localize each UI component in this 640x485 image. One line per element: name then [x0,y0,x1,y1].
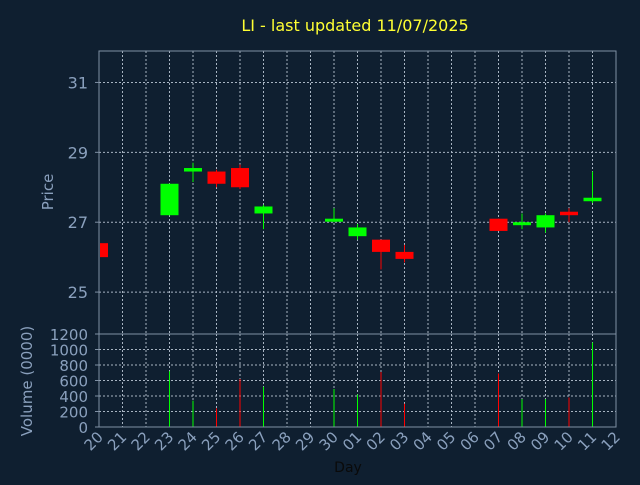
candle-body [348,227,367,237]
price-tick-label: 27 [68,213,88,232]
candle-body [254,206,273,214]
candle-body [207,171,226,184]
price-axis-label: Price [39,174,57,211]
price-tick-label: 29 [68,143,88,162]
candle-body [184,168,202,172]
candle-body [583,197,602,202]
price-tick-label: 31 [68,73,88,92]
volume-tick-label: 1000 [50,342,88,360]
volume-tick-label: 800 [59,357,88,375]
volume-tick-label: 1200 [50,326,88,344]
volume-tick-label: 400 [59,388,88,406]
volume-tick-label: 0 [78,419,88,437]
volume-axis-label: Volume (0000) [18,326,36,436]
candle-body [489,218,508,231]
candle-body [160,183,179,216]
candle-body [513,222,531,226]
candle-body [100,243,108,258]
chart-title: LI - last updated 11/07/2025 [241,16,468,35]
candle-body [560,211,578,216]
candle-body [395,251,414,259]
candlesticks [98,162,602,270]
candle-body [325,218,343,222]
volume-tick-label: 200 [59,404,88,422]
candle-body [536,215,555,228]
candle-body [231,168,249,188]
volume-bars [169,342,593,427]
price-tick-label: 25 [68,283,88,302]
volume-tick-label: 600 [59,373,88,391]
x-axis-label: Day [334,460,362,476]
candle-body [372,239,390,252]
